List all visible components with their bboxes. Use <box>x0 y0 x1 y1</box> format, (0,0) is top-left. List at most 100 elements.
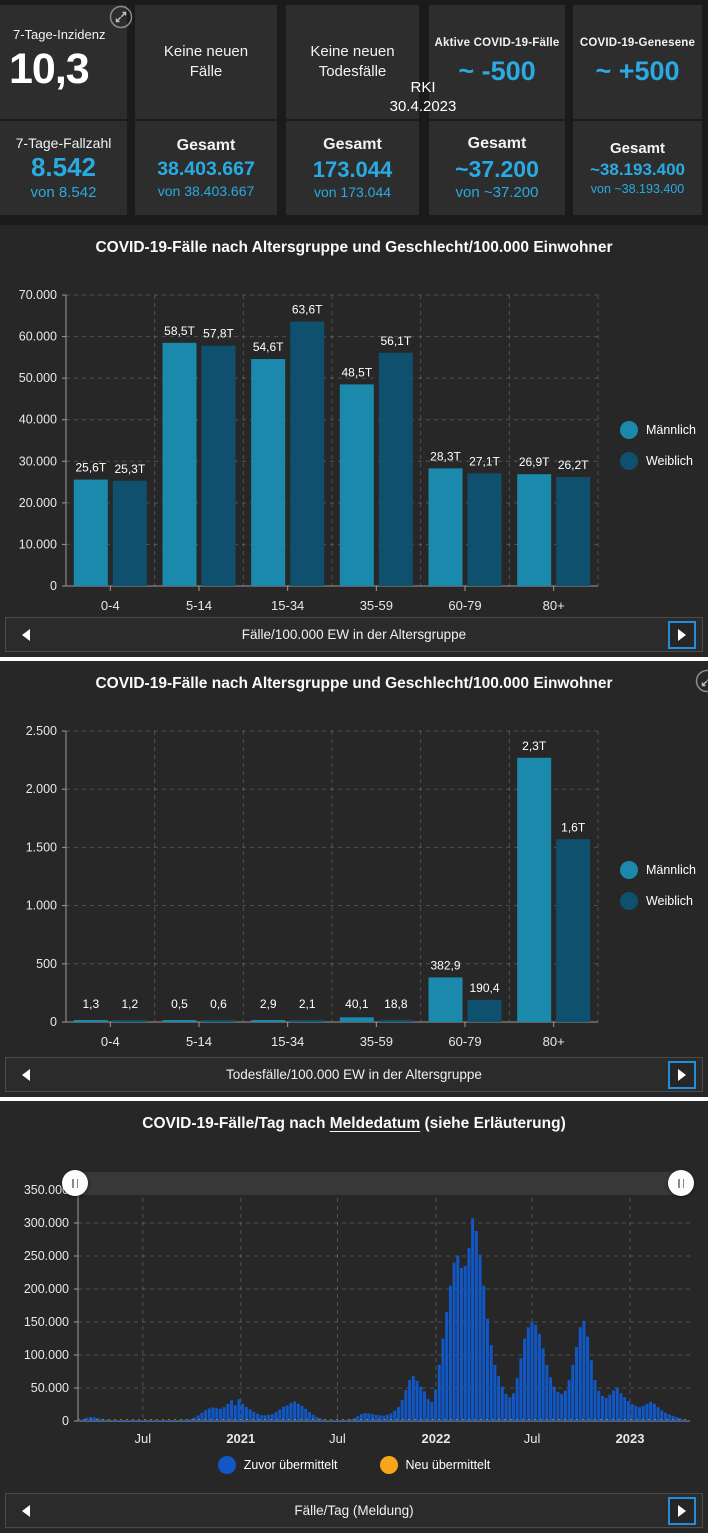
daily-cases-bar[interactable] <box>129 1420 133 1421</box>
daily-cases-bar[interactable] <box>326 1420 330 1421</box>
daily-cases-bar[interactable] <box>626 1401 630 1421</box>
daily-cases-bar[interactable] <box>293 1401 297 1421</box>
daily-cases-bar[interactable] <box>415 1380 419 1421</box>
daily-cases-bar[interactable] <box>226 1403 230 1421</box>
daily-cases-bar[interactable] <box>426 1399 430 1421</box>
daily-cases-bar[interactable] <box>163 1420 167 1421</box>
daily-cases-bar[interactable] <box>333 1420 337 1421</box>
daily-cases-bar[interactable] <box>660 1410 664 1421</box>
daily-cases-bar[interactable] <box>170 1420 174 1421</box>
daily-cases-bar[interactable] <box>155 1420 159 1421</box>
daily-cases-bar[interactable] <box>641 1405 645 1421</box>
daily-cases-bar[interactable] <box>263 1415 267 1421</box>
daily-cases-bar[interactable] <box>556 1391 560 1421</box>
daily-cases-bar[interactable] <box>667 1414 671 1421</box>
daily-cases-bar[interactable] <box>589 1360 593 1421</box>
daily-cases-bar[interactable] <box>523 1338 527 1422</box>
daily-cases-bar[interactable] <box>504 1393 508 1421</box>
bar-männlich-15-34[interactable] <box>251 359 286 586</box>
daily-cases-bar[interactable] <box>89 1416 93 1421</box>
daily-cases-bar[interactable] <box>207 1408 211 1421</box>
daily-cases-bar[interactable] <box>419 1386 423 1421</box>
legend-item-maennlich[interactable]: Männlich <box>619 861 696 879</box>
daily-cases-bar[interactable] <box>200 1412 204 1421</box>
legend-item-zuvor[interactable]: Zuvor übermittelt <box>217 1456 338 1474</box>
bar-chart-deaths-age[interactable]: 0 500 1.000 1.500 2.000 2.500 0-4 1,3 1,2 5-14 0,5… <box>0 706 708 1051</box>
daily-cases-bar[interactable] <box>267 1414 271 1421</box>
daily-cases-bar[interactable] <box>96 1418 100 1421</box>
daily-cases-bar[interactable] <box>181 1419 185 1421</box>
daily-cases-bar[interactable] <box>100 1419 104 1421</box>
daily-cases-bar[interactable] <box>230 1400 234 1421</box>
prev-arrow-icon[interactable] <box>22 1068 30 1081</box>
daily-cases-bar[interactable] <box>578 1327 582 1421</box>
daily-cases-bar[interactable] <box>567 1380 571 1421</box>
daily-cases-bar[interactable] <box>597 1390 601 1421</box>
daily-cases-bar[interactable] <box>218 1408 222 1421</box>
daily-cases-bar[interactable] <box>545 1364 549 1421</box>
daily-cases-bar[interactable] <box>304 1408 308 1421</box>
daily-cases-bar[interactable] <box>463 1265 467 1421</box>
daily-cases-bar[interactable] <box>467 1248 471 1421</box>
daily-cases-bar[interactable] <box>645 1403 649 1421</box>
next-page-button[interactable] <box>668 1060 696 1089</box>
bar-weiblich-80+[interactable] <box>556 477 591 586</box>
next-page-button[interactable] <box>668 620 696 649</box>
daily-cases-bar[interactable] <box>274 1412 278 1421</box>
daily-cases-bar[interactable] <box>612 1390 616 1421</box>
daily-cases-bar[interactable] <box>307 1412 311 1421</box>
meldedatum-link[interactable]: Meldedatum <box>329 1115 421 1132</box>
daily-cases-bar[interactable] <box>460 1267 464 1421</box>
daily-cases-bar[interactable] <box>638 1407 642 1421</box>
daily-cases-bar[interactable] <box>289 1402 293 1421</box>
daily-cases-bar[interactable] <box>619 1393 623 1421</box>
daily-cases-bar[interactable] <box>345 1419 349 1421</box>
daily-cases-bar[interactable] <box>530 1322 534 1421</box>
daily-cases-bar[interactable] <box>144 1420 148 1421</box>
daily-cases-bar[interactable] <box>396 1407 400 1421</box>
daily-cases-bar[interactable] <box>448 1285 452 1421</box>
daily-cases-bar[interactable] <box>430 1401 434 1421</box>
daily-cases-bar[interactable] <box>623 1397 627 1421</box>
bar-weiblich-5-14[interactable] <box>201 1020 236 1022</box>
daily-cases-bar[interactable] <box>244 1407 248 1421</box>
time-range-slider-track[interactable] <box>78 1172 690 1195</box>
daily-cases-bar[interactable] <box>141 1420 145 1421</box>
bar-chart-cases-age[interactable]: 0 10.000 20.000 30.000 40.000 50.000 60.000 70.… <box>0 270 708 615</box>
bar-weiblich-60-79[interactable] <box>467 999 502 1022</box>
daily-cases-bar[interactable] <box>167 1420 170 1421</box>
daily-cases-bar[interactable] <box>348 1419 352 1421</box>
daily-cases-bar[interactable] <box>337 1420 341 1421</box>
bar-weiblich-35-59[interactable] <box>378 352 413 586</box>
daily-cases-bar[interactable] <box>478 1254 482 1421</box>
daily-cases-bar[interactable] <box>526 1327 530 1421</box>
bar-weiblich-15-34[interactable] <box>290 1020 325 1022</box>
prev-arrow-icon[interactable] <box>22 628 30 641</box>
bar-weiblich-80+[interactable] <box>556 839 591 1022</box>
daily-cases-bar[interactable] <box>363 1412 367 1421</box>
daily-cases-bar[interactable] <box>682 1419 686 1421</box>
daily-cases-bar[interactable] <box>371 1414 374 1421</box>
daily-cases-bar[interactable] <box>296 1403 300 1421</box>
bar-männlich-15-34[interactable] <box>251 1020 286 1022</box>
daily-cases-bar[interactable] <box>248 1409 252 1421</box>
daily-cases-bar[interactable] <box>126 1420 130 1421</box>
daily-cases-bar[interactable] <box>474 1230 478 1421</box>
daily-cases-bar[interactable] <box>441 1338 445 1422</box>
daily-cases-bar[interactable] <box>270 1414 274 1421</box>
daily-cases-bar[interactable] <box>593 1380 597 1421</box>
next-page-button[interactable] <box>668 1496 696 1525</box>
daily-cases-bar[interactable] <box>196 1415 200 1421</box>
daily-cases-bar[interactable] <box>649 1401 653 1421</box>
daily-cases-bar[interactable] <box>237 1399 241 1421</box>
daily-cases-bar[interactable] <box>285 1405 289 1421</box>
daily-cases-bar[interactable] <box>315 1416 319 1421</box>
daily-cases-bar[interactable] <box>374 1414 378 1421</box>
daily-cases-bar[interactable] <box>482 1285 486 1421</box>
daily-cases-bar[interactable] <box>359 1414 363 1421</box>
daily-cases-bar[interactable] <box>508 1397 512 1421</box>
daily-cases-bar[interactable] <box>78 1420 81 1421</box>
daily-cases-bar[interactable] <box>586 1336 590 1421</box>
daily-cases-bar[interactable] <box>382 1415 386 1421</box>
prev-arrow-icon[interactable] <box>22 1504 30 1517</box>
